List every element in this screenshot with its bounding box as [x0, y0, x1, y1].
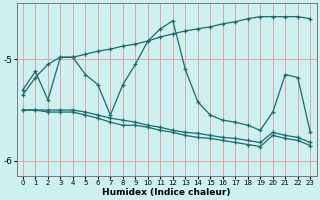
X-axis label: Humidex (Indice chaleur): Humidex (Indice chaleur): [102, 188, 231, 197]
